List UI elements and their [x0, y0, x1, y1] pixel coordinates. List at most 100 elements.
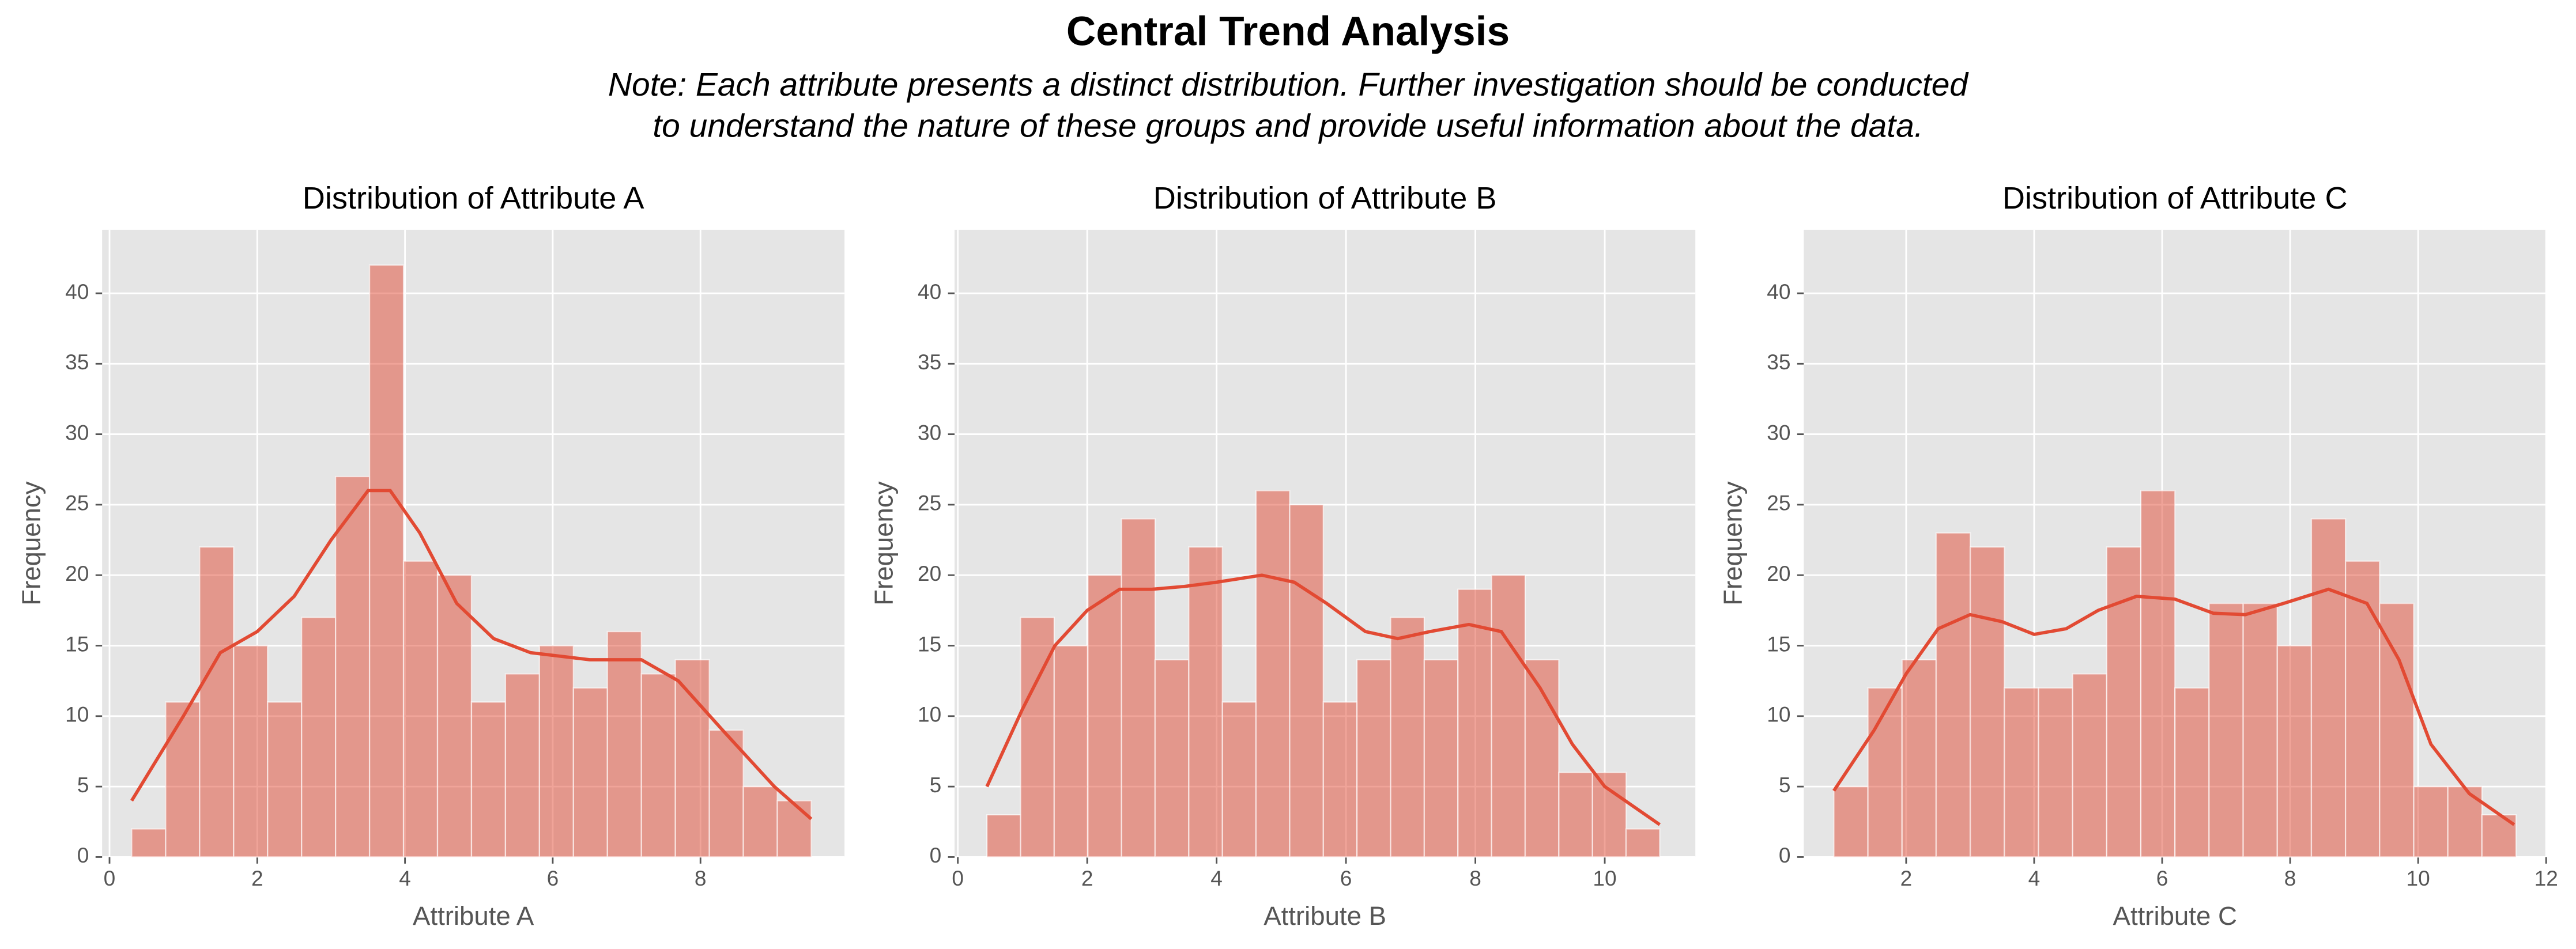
bar	[986, 814, 1021, 858]
x-tick-label: 0	[952, 866, 964, 890]
y-tick-label: 15	[918, 632, 941, 656]
bar	[2174, 687, 2210, 858]
y-tick-label: 5	[77, 773, 89, 797]
y-tick-label: 40	[65, 279, 89, 304]
bar	[131, 828, 167, 858]
bar	[1491, 574, 1526, 858]
panel-title: Distribution of Attribute C	[2002, 181, 2348, 215]
bar	[2310, 518, 2347, 858]
bar	[1154, 659, 1190, 858]
y-tick-label: 15	[1767, 632, 1790, 656]
bar	[674, 659, 710, 858]
bar	[538, 645, 574, 858]
x-tick-label: 8	[2284, 866, 2296, 890]
y-tick-label: 25	[65, 491, 89, 515]
bar	[2072, 673, 2107, 858]
y-tick-label: 30	[1767, 420, 1790, 444]
x-tick-label: 4	[399, 866, 411, 890]
y-tick-label: 20	[65, 561, 89, 585]
bar	[1457, 588, 1492, 858]
bar	[233, 645, 269, 858]
bar	[742, 785, 778, 858]
bar	[301, 617, 337, 858]
bar	[267, 701, 303, 858]
y-tick-label: 20	[1767, 561, 1790, 585]
bar	[606, 630, 642, 858]
bar	[1625, 828, 1661, 858]
y-tick-label: 40	[1767, 279, 1790, 304]
panel: Distribution of Attribute A Attribute A Fr…	[17, 181, 845, 931]
y-tick-label: 0	[930, 843, 942, 867]
x-axis-label: Attribute A	[413, 901, 534, 931]
bar	[1390, 617, 1425, 858]
bar	[1053, 645, 1089, 858]
panel: Distribution of Attribute C Attribute C Fr…	[1718, 181, 2558, 931]
y-tick-label: 35	[1767, 350, 1790, 374]
bar	[2379, 602, 2415, 858]
bar	[165, 701, 201, 858]
y-axis-label: Frequency	[869, 481, 898, 606]
bar	[1289, 504, 1324, 858]
bar	[1591, 772, 1627, 858]
y-tick-label: 30	[918, 420, 941, 444]
y-tick-label: 20	[918, 561, 941, 585]
x-tick-label: 2	[251, 866, 263, 890]
bar	[2140, 490, 2176, 858]
bar	[2208, 602, 2244, 858]
y-tick-label: 40	[918, 279, 941, 304]
bar	[2038, 687, 2073, 858]
bar	[1935, 532, 1971, 858]
bar	[368, 264, 405, 858]
x-tick-label: 2	[1081, 866, 1093, 890]
bar	[2106, 546, 2142, 858]
bar	[1221, 701, 1257, 858]
x-axis-label: Attribute C	[2113, 901, 2237, 931]
bar	[335, 475, 371, 858]
y-tick-label: 10	[918, 702, 941, 727]
kde-line	[130, 489, 813, 821]
panel-title: Distribution of Attribute B	[1153, 181, 1497, 215]
bar	[199, 546, 235, 858]
subtitle: Note: Each attribute presents a distinct…	[608, 66, 1970, 103]
x-tick-label: 8	[1469, 866, 1481, 890]
bar	[470, 701, 507, 858]
bar	[1867, 687, 1903, 858]
x-tick-label: 0	[104, 866, 116, 890]
bar	[776, 800, 812, 858]
kde-line	[985, 573, 1661, 826]
x-tick-label: 12	[2534, 866, 2558, 890]
bar	[1970, 546, 2005, 858]
kde-line	[1832, 587, 2515, 826]
y-tick-label: 10	[1767, 702, 1790, 727]
y-axis-label: Frequency	[1718, 481, 1748, 606]
bar	[504, 673, 540, 858]
bar	[1121, 518, 1156, 858]
y-tick-label: 25	[918, 491, 941, 515]
y-tick-label: 25	[1767, 491, 1790, 515]
y-axis-label: Frequency	[17, 481, 46, 606]
y-tick-label: 35	[65, 350, 89, 374]
bar	[708, 729, 744, 858]
bar	[2004, 687, 2039, 858]
bar	[2413, 785, 2449, 858]
x-tick-label: 2	[1900, 866, 1913, 890]
x-tick-label: 4	[2028, 866, 2041, 890]
y-tick-label: 30	[65, 420, 89, 444]
panel: Distribution of Attribute B Attribute B Fr…	[869, 181, 1696, 931]
x-tick-label: 6	[1340, 866, 1352, 890]
x-tick-label: 10	[2407, 866, 2430, 890]
bar	[1833, 785, 1869, 858]
y-tick-label: 0	[77, 843, 89, 867]
y-tick-label: 10	[65, 702, 89, 727]
x-tick-label: 4	[1210, 866, 1223, 890]
y-tick-label: 35	[918, 350, 941, 374]
x-tick-label: 10	[1593, 866, 1616, 890]
bar	[2242, 602, 2278, 858]
bar	[572, 687, 608, 858]
bar	[1901, 659, 1937, 858]
y-tick-label: 0	[1779, 843, 1791, 867]
bar	[2344, 560, 2381, 858]
bar	[402, 560, 439, 858]
bar	[1188, 546, 1223, 858]
